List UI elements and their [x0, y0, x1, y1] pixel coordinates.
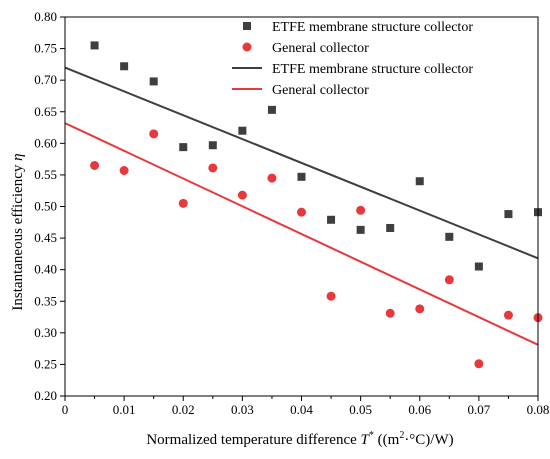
- legend-label: General collector: [272, 83, 369, 98]
- legend-square-marker: [243, 22, 251, 30]
- series-0-point: [208, 141, 217, 150]
- series-0-point: [415, 177, 424, 186]
- series-1-point: [474, 359, 484, 369]
- x-tick-label: 0.07: [468, 402, 491, 417]
- x-tick-label: 0.03: [231, 402, 254, 417]
- series-0-point: [474, 262, 483, 271]
- y-tick-label: 0.20: [34, 388, 57, 403]
- legend-label: ETFE membrane structure collector: [272, 20, 473, 35]
- y-tick-label: 0.25: [34, 356, 57, 371]
- series-1-point: [297, 207, 306, 217]
- x-tick-label: 0: [62, 402, 69, 417]
- x-tick-label: 0.04: [290, 402, 313, 417]
- axes: 0 0.01 0.02 0.03 0.04 0.05 0.06 0.07 0.08 0.20 0.2…: [34, 9, 549, 417]
- legend: ETFE membrane structure collector General…: [232, 20, 473, 98]
- series-1-point: [356, 205, 366, 215]
- series-0-point: [445, 232, 454, 241]
- y-tick-label: 0.50: [34, 199, 57, 214]
- legend-circle-marker: [242, 42, 252, 52]
- series-1-point: [326, 291, 336, 301]
- x-tick-label: 0.01: [113, 402, 136, 417]
- series-0-point: [179, 143, 188, 152]
- series-1-point: [208, 163, 218, 173]
- series-1-point: [415, 304, 425, 314]
- y-tick-label: 0.40: [34, 262, 57, 277]
- y-tick-label: 0.65: [34, 104, 57, 119]
- series-1-point: [267, 173, 277, 183]
- series-0-point: [297, 172, 306, 181]
- y-tick-label: 0.30: [34, 325, 57, 340]
- y-tick-label: 0.75: [34, 41, 57, 56]
- y-tick-label: 0.45: [34, 230, 57, 245]
- y-tick-label: 0.60: [34, 135, 57, 150]
- series-1-point: [444, 275, 454, 285]
- series-0-point: [120, 62, 129, 71]
- legend-label: ETFE membrane structure collector: [272, 62, 473, 77]
- series-1-point: [90, 160, 100, 170]
- y-tick-label: 0.55: [34, 167, 57, 182]
- series-0-point: [238, 126, 247, 135]
- series-1-point: [119, 165, 129, 175]
- series-1-point: [178, 198, 188, 208]
- series-1-point: [385, 308, 395, 318]
- x-tick-label: 0.08: [527, 402, 550, 417]
- series-0-point: [90, 41, 99, 50]
- series-0-point: [386, 223, 395, 232]
- x-tick-label: 0.05: [349, 402, 372, 417]
- y-axis-title: Instantaneous efficiency η: [10, 153, 26, 310]
- legend-label: General collector: [272, 41, 369, 56]
- series-0-point: [149, 77, 158, 86]
- series-1-point: [503, 310, 513, 320]
- x-tick-label: 0.06: [408, 402, 431, 417]
- x-axis-title: Normalized temperature difference T* ((m…: [146, 430, 453, 448]
- series-0-point: [327, 215, 336, 224]
- x-tick-label: 0.02: [172, 402, 195, 417]
- series-2-fit-line: [64, 66, 539, 260]
- y-tick-label: 0.70: [34, 72, 57, 87]
- series-0-point: [267, 105, 276, 114]
- y-tick-label: 0.35: [34, 293, 57, 308]
- y-tick-label: 0.80: [34, 9, 57, 24]
- series-3-fit-line: [64, 122, 539, 346]
- series-1-point: [149, 129, 159, 139]
- series-0-point: [504, 210, 513, 219]
- series-0-point: [356, 225, 365, 234]
- series-1-point: [237, 190, 247, 200]
